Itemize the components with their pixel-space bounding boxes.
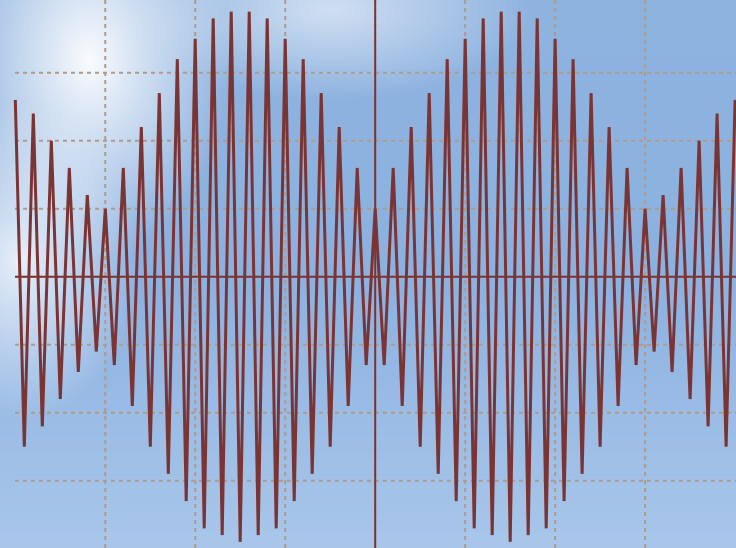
oscilloscope xyxy=(13,0,736,548)
